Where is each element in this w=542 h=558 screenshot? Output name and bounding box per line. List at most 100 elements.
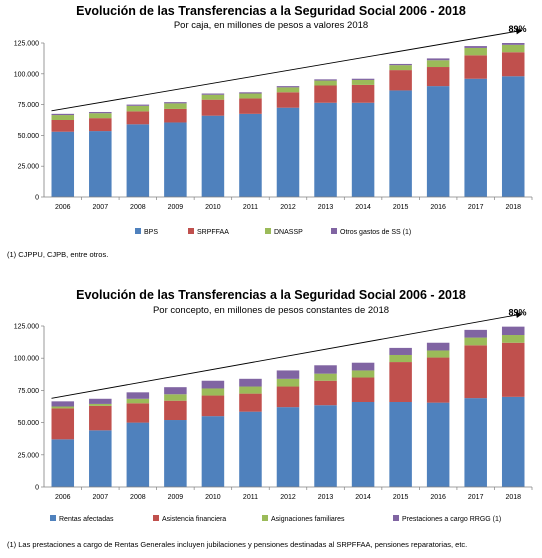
y-tick-label: 100.000 [14,356,39,363]
bar-segment [201,395,225,417]
bar-segment [164,420,187,487]
bar-segment [89,118,112,132]
bar-segment [276,107,300,197]
bar-segment [314,373,337,381]
x-tick-label: 2010 [205,204,221,211]
bar-segment [351,79,375,85]
x-tick-label: 2008 [130,204,146,211]
legend-label: BPS [144,229,158,236]
bar-segment [389,65,412,71]
x-tick-label: 2014 [355,494,371,501]
bar-segment [501,396,525,487]
bar-segment [501,52,525,77]
chart2-title: Evolución de las Transferencias a la Seg… [76,288,466,302]
bar-segment [426,58,450,61]
bar-segment [464,46,487,48]
bar-segment [51,120,75,132]
legend-swatch [50,515,56,521]
x-tick-label: 2011 [243,494,258,501]
x-tick-label: 2006 [55,494,71,501]
legend-label: Otros gastos de SS (1) [340,229,411,236]
chart2-plot: 0 25.000 50.000 75.000 100.000 125.000 2006 200… [14,308,533,523]
bar-segment [501,44,525,53]
bar-segment [51,115,75,120]
legend-swatch [262,515,268,521]
chart1-plot: 0 25.000 50.000 75.000 100.000 125.000 2006 200… [14,24,533,236]
x-tick-label: 2012 [280,204,296,211]
legend-label: Rentas afectadas [59,516,114,523]
bar-segment [239,98,262,114]
bar-segment [164,394,187,401]
x-tick-label: 2018 [505,204,521,211]
growth-annotation: 89% [508,24,526,34]
bar-segment [51,131,75,197]
bar-segment [464,329,487,338]
bar-segment [239,113,262,197]
bar-segment [314,365,337,374]
bar-segment [201,380,225,389]
bar-segment [164,102,187,104]
bar-segment [126,104,150,106]
bar-segment [389,90,412,197]
x-tick-label: 2012 [280,494,296,501]
bar-segment [314,380,337,406]
bar-segment [464,55,487,79]
chart2-footnote: (1) Las prestaciones a cargo de Rentas G… [7,540,468,549]
bar-segment [314,405,337,487]
bar-segment [426,342,450,351]
legend-label: Asistencia financiera [162,516,226,523]
y-tick-label: 25.000 [18,452,40,459]
bar-segment [51,113,75,116]
legend-swatch [393,515,399,521]
bar-segment [164,387,187,395]
y-tick-label: 125.000 [14,324,39,331]
bar-segment [314,79,337,81]
legend-swatch [331,228,337,234]
x-tick-label: 2008 [130,494,146,501]
bar-segment [426,357,450,403]
bar-segment [276,86,300,88]
bar-segment [239,93,262,99]
bar-segment [314,102,337,197]
trend-arrow-head [515,28,523,35]
bar-segment [201,99,225,116]
x-tick-label: 2011 [243,204,258,211]
bar-segment [464,78,487,197]
bar-segment [501,326,525,336]
y-tick-label: 75.000 [18,102,40,109]
bar-segment [201,93,225,95]
x-tick-label: 2013 [318,494,334,501]
bar-segment [501,43,525,45]
chart2-subtitle: Por concepto, en millones de pesos const… [152,305,390,316]
bar-segment [164,103,187,109]
chart1-footnote: (1) CJPPU, CJPB, entre otros. [7,250,109,259]
bar-segment [164,122,187,197]
bar-segment [389,347,412,355]
bar-segment [276,92,300,108]
bar-segment [89,405,112,431]
bar-segment [239,378,262,387]
x-tick-label: 2007 [93,494,109,501]
bar-segment [51,401,75,407]
x-tick-label: 2014 [355,204,371,211]
y-tick-label: 0 [35,195,39,202]
bar-segment [51,406,75,409]
bar-segment [89,113,112,119]
bar-segment [351,362,375,371]
bar-segment [389,70,412,91]
bar-segment [239,393,262,412]
growth-annotation: 89% [508,308,526,318]
bar-segment [501,335,525,343]
bar-segment [426,60,450,68]
bar-segment [201,94,225,100]
bar-segment [464,337,487,346]
y-tick-label: 50.000 [18,420,40,427]
x-tick-label: 2010 [205,494,221,501]
bar-segment [276,386,300,408]
bar-segment [276,378,300,387]
bar-segment [351,102,375,197]
bar-segment [351,78,375,80]
x-tick-label: 2017 [468,204,484,211]
chart1-title: Evolución de las Transferencias a la Seg… [76,4,466,18]
bar-segment [501,76,525,197]
